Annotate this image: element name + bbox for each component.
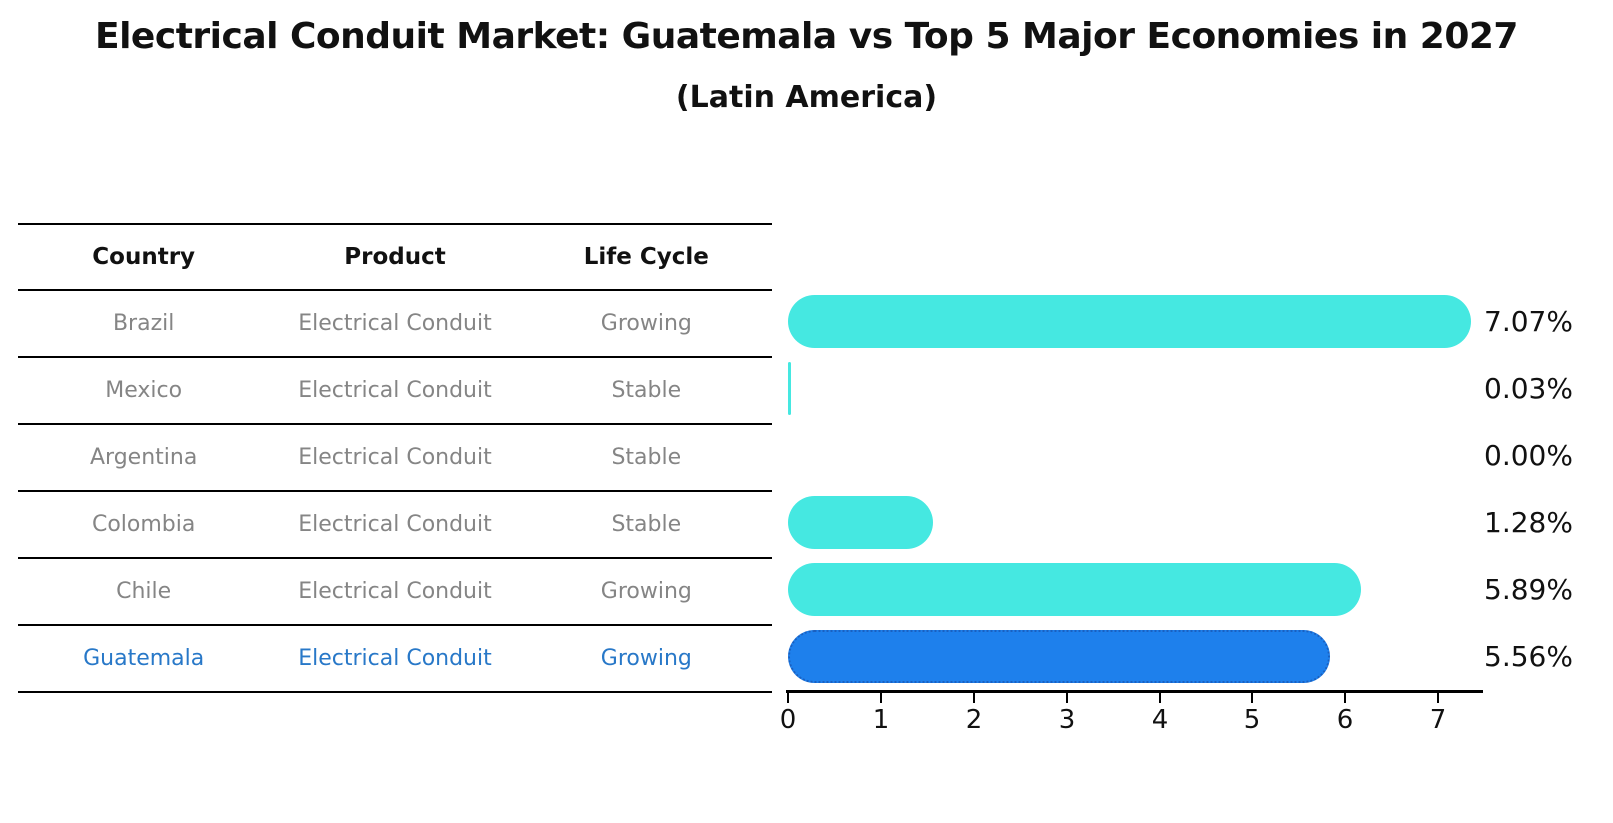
table-row-brazil: Brazil Electrical Conduit Growing [18, 291, 772, 358]
x-axis-line [786, 690, 1483, 693]
x-tick-label-5: 5 [1243, 705, 1261, 735]
x-tick-label-1: 1 [872, 705, 890, 735]
lifecycle-cell: Growing [600, 311, 692, 336]
table-row-colombia: Colombia Electrical Conduit Stable [18, 492, 772, 559]
x-tick-mark-7 [1437, 693, 1439, 703]
x-tick-mark-6 [1344, 693, 1346, 703]
column-header-country: Country [92, 244, 196, 270]
country-cell: Colombia [91, 512, 196, 537]
country-cell: Brazil [112, 311, 175, 336]
column-header-product: Product [344, 244, 446, 270]
table-row-chile: Chile Electrical Conduit Growing [18, 559, 772, 626]
x-tick-label-7: 7 [1429, 705, 1447, 735]
bar-brazil [788, 295, 1471, 348]
chart-title: Electrical Conduit Market: Guatemala vs … [95, 16, 1518, 57]
lifecycle-cell: Stable [611, 512, 682, 537]
product-cell: Electrical Conduit [298, 311, 492, 336]
value-label-mexico: 0.03% [1484, 372, 1573, 405]
x-tick-label-3: 3 [1058, 705, 1076, 735]
lifecycle-cell: Growing [600, 646, 692, 671]
column-header-life-cycle: Life Cycle [583, 244, 709, 270]
x-tick-label-0: 0 [779, 705, 797, 735]
table-row-argentina: Argentina Electrical Conduit Stable [18, 425, 772, 492]
country-cell: Guatemala [83, 646, 205, 671]
country-cell: Mexico [105, 378, 183, 403]
x-tick-mark-5 [1251, 693, 1253, 703]
x-tick-label-2: 2 [965, 705, 983, 735]
x-tick-mark-2 [973, 693, 975, 703]
bar-mexico [788, 362, 791, 415]
lifecycle-cell: Stable [611, 445, 682, 470]
x-tick-label-4: 4 [1151, 705, 1169, 735]
value-label-brazil: 7.07% [1484, 305, 1573, 338]
bar-chile [788, 563, 1361, 616]
lifecycle-cell: Growing [600, 579, 692, 604]
x-tick-mark-0 [787, 693, 789, 703]
value-label-colombia: 1.28% [1484, 506, 1573, 539]
x-tick-mark-3 [1066, 693, 1068, 703]
product-cell: Electrical Conduit [298, 378, 492, 403]
bar-plot-area [788, 288, 1480, 690]
bar-guatemala [788, 630, 1330, 683]
table-header-row: Country Product Life Cycle [18, 225, 772, 291]
country-table: Country Product Life Cycle Brazil Electrica… [18, 223, 772, 693]
product-cell: Electrical Conduit [298, 646, 492, 671]
product-cell: Electrical Conduit [298, 445, 492, 470]
bar-colombia [788, 496, 933, 549]
lifecycle-cell: Stable [611, 378, 682, 403]
value-label-argentina: 0.00% [1484, 439, 1573, 472]
chart-subtitle: (Latin America) [675, 80, 938, 115]
country-cell: Chile [116, 579, 172, 604]
x-tick-mark-1 [880, 693, 882, 703]
product-cell: Electrical Conduit [298, 512, 492, 537]
value-label-guatemala: 5.56% [1484, 640, 1573, 673]
product-cell: Electrical Conduit [298, 579, 492, 604]
table-body: Brazil Electrical Conduit Growing Mexico Ele… [18, 291, 772, 693]
table-row-guatemala: Guatemala Electrical Conduit Growing [18, 626, 772, 693]
x-tick-mark-4 [1159, 693, 1161, 703]
value-label-chile: 5.89% [1484, 573, 1573, 606]
country-cell: Argentina [90, 445, 198, 470]
x-tick-label-6: 6 [1336, 705, 1354, 735]
table-row-mexico: Mexico Electrical Conduit Stable [18, 358, 772, 425]
